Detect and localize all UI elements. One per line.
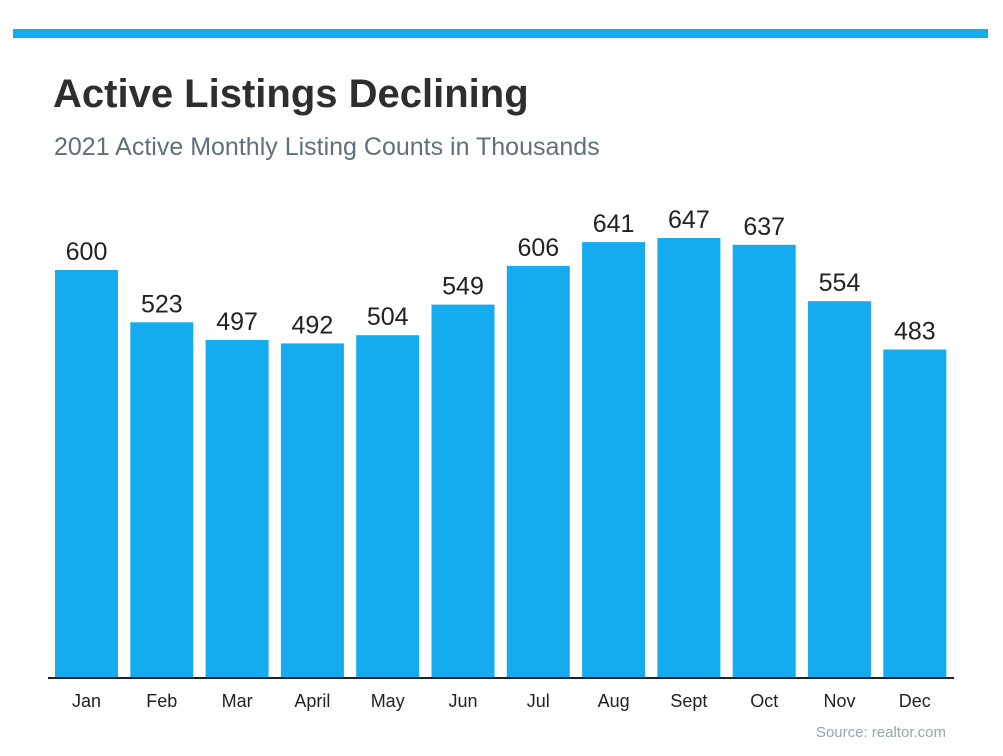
data-label-nov: 554	[819, 269, 861, 297]
bar-nov	[808, 301, 871, 678]
data-label-april: 492	[292, 311, 334, 339]
x-tick-aug: Aug	[598, 691, 630, 711]
top-accent-bar	[13, 29, 988, 38]
bar-sept	[657, 238, 721, 678]
bar-jul	[506, 265, 570, 678]
data-label-may: 504	[367, 303, 409, 331]
x-tick-labels: Jan Feb Mar April May Jun Jul Aug Sept Oct Nov Dec	[72, 691, 931, 711]
x-tick-feb: Feb	[146, 691, 177, 711]
x-tick-jul: Jul	[527, 691, 550, 711]
data-label-jul: 606	[517, 234, 559, 262]
bar-jan	[55, 270, 118, 678]
bar-jun	[431, 304, 495, 678]
chart-title: Active Listings Declining	[53, 72, 529, 116]
bar-mar	[205, 340, 269, 678]
bar-oct	[732, 244, 796, 679]
bar-aug	[582, 242, 646, 678]
data-label-sept: 647	[668, 206, 710, 234]
bar-dec	[883, 349, 947, 678]
bars	[55, 238, 947, 679]
data-label-jan: 600	[66, 238, 108, 266]
data-labels: 600 523 497 492 504 549 606 641 647 637 554 483	[66, 206, 936, 346]
x-tick-april: April	[294, 691, 330, 711]
data-label-feb: 523	[141, 290, 183, 318]
x-tick-jun: Jun	[448, 691, 477, 711]
x-tick-dec: Dec	[899, 691, 931, 711]
x-tick-oct: Oct	[750, 691, 778, 711]
data-label-dec: 483	[894, 318, 936, 346]
x-tick-nov: Nov	[823, 691, 855, 711]
data-label-oct: 637	[743, 213, 785, 241]
data-label-aug: 641	[593, 210, 635, 238]
bar-may	[356, 335, 420, 678]
data-label-jun: 549	[442, 273, 484, 301]
bar-feb	[130, 322, 194, 678]
data-label-mar: 497	[216, 308, 258, 336]
x-tick-jan: Jan	[72, 691, 101, 711]
chart-subtitle: 2021 Active Monthly Listing Counts in Th…	[54, 133, 600, 161]
x-tick-may: May	[371, 691, 405, 711]
bar-april	[280, 343, 344, 678]
x-tick-sept: Sept	[670, 691, 707, 711]
x-tick-mar: Mar	[222, 691, 253, 711]
source-note: Source: realtor.com	[815, 724, 946, 741]
